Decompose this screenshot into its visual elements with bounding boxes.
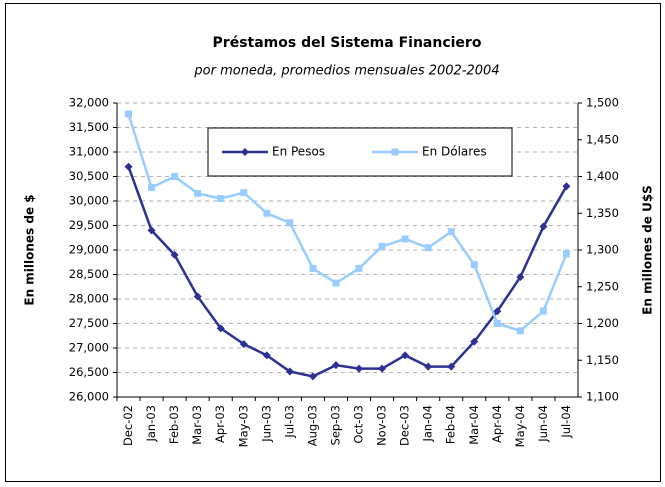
data-point bbox=[332, 279, 340, 287]
data-point bbox=[171, 173, 179, 180]
y-tick-label: 31,500 bbox=[69, 120, 109, 134]
data-point bbox=[378, 242, 386, 250]
y-axis-label: En millones de $ bbox=[23, 194, 37, 305]
y-tick-label: 26,000 bbox=[69, 390, 109, 404]
data-point bbox=[447, 362, 456, 371]
data-point bbox=[493, 307, 502, 316]
y-tick-label: 27,500 bbox=[69, 316, 109, 330]
legend-label: En Pesos bbox=[272, 145, 325, 159]
x-tick-label: Jun-04 bbox=[536, 405, 550, 443]
data-point bbox=[562, 182, 571, 191]
chart-border bbox=[5, 3, 661, 482]
x-tick-label: May-04 bbox=[513, 405, 527, 447]
data-point bbox=[262, 351, 271, 360]
data-point bbox=[148, 184, 156, 192]
data-point bbox=[516, 327, 524, 335]
data-point bbox=[217, 195, 225, 203]
data-point bbox=[194, 189, 202, 197]
x-tick-label: Jul-04 bbox=[559, 405, 573, 439]
x-tick-label: Mar-03 bbox=[190, 405, 204, 445]
y-tick-label: 32,000 bbox=[69, 96, 109, 110]
data-point bbox=[147, 226, 156, 235]
data-point bbox=[124, 162, 133, 171]
x-tick-label: Feb-03 bbox=[167, 405, 181, 444]
y-tick-label: 26,500 bbox=[69, 365, 109, 379]
data-point bbox=[470, 337, 479, 346]
data-point bbox=[378, 364, 387, 373]
y2-tick-label: 1,100 bbox=[586, 390, 619, 404]
data-point bbox=[239, 340, 248, 349]
y-tick-label: 29,000 bbox=[69, 243, 109, 257]
y-tick-label: 31,000 bbox=[69, 145, 109, 159]
data-point bbox=[355, 264, 363, 272]
data-point bbox=[240, 189, 248, 197]
x-tick-label: Jul-03 bbox=[282, 405, 296, 439]
data-point bbox=[170, 250, 179, 259]
data-point bbox=[285, 367, 294, 376]
data-point bbox=[493, 320, 501, 327]
data-point bbox=[308, 372, 317, 381]
y2-tick-label: 1,500 bbox=[586, 96, 619, 110]
y2-tick-label: 1,150 bbox=[586, 353, 619, 367]
chart-title: Préstamos del Sistema Financiero bbox=[213, 35, 482, 51]
data-point bbox=[424, 244, 432, 252]
data-point bbox=[562, 250, 570, 258]
x-tick-label: Dec-02 bbox=[121, 405, 135, 446]
data-point bbox=[424, 362, 433, 371]
series-line bbox=[127, 113, 568, 333]
data-point bbox=[447, 228, 455, 236]
y2-tick-label: 1,450 bbox=[586, 132, 619, 146]
y2-tick-label: 1,350 bbox=[586, 206, 619, 220]
x-tick-label: Aug-03 bbox=[305, 405, 319, 446]
x-tick-label: Jan-04 bbox=[421, 405, 435, 443]
data-point bbox=[539, 222, 548, 231]
data-point bbox=[309, 264, 317, 272]
x-tick-label: Jun-03 bbox=[259, 405, 273, 443]
y2-tick-label: 1,200 bbox=[586, 316, 619, 330]
data-point bbox=[401, 351, 410, 360]
data-point bbox=[286, 219, 294, 227]
data-point bbox=[193, 292, 202, 301]
y-tick-label: 30,500 bbox=[69, 169, 109, 183]
y2-tick-label: 1,400 bbox=[586, 169, 619, 183]
x-tick-label: Feb-04 bbox=[444, 405, 458, 444]
legend-label: En Dólares bbox=[422, 145, 487, 159]
data-point bbox=[539, 307, 547, 315]
data-point bbox=[125, 110, 133, 118]
x-tick-label: Dec-03 bbox=[398, 405, 412, 446]
x-tick-label: Apr-03 bbox=[213, 405, 227, 443]
x-tick-label: Apr-04 bbox=[490, 405, 504, 443]
x-tick-label: Sep-03 bbox=[328, 405, 342, 445]
x-tick-label: Oct-03 bbox=[352, 405, 366, 444]
x-tick-label: Mar-04 bbox=[467, 405, 481, 445]
x-tick-label: Jan-03 bbox=[144, 405, 158, 443]
x-tick-label: May-03 bbox=[236, 405, 250, 447]
y-tick-label: 27,000 bbox=[69, 341, 109, 355]
y2-axis-label: En millones de U$S bbox=[641, 185, 655, 315]
y2-tick-label: 1,250 bbox=[586, 279, 619, 293]
chart-subtitle: por moneda, promedios mensuales 2002-200… bbox=[193, 64, 499, 79]
y2-tick-label: 1,300 bbox=[586, 243, 619, 257]
y-tick-label: 28,500 bbox=[69, 267, 109, 281]
data-point bbox=[401, 235, 409, 243]
y-tick-label: 29,500 bbox=[69, 218, 109, 232]
legend-marker bbox=[241, 148, 249, 156]
legend: En Pesos En Dólares bbox=[207, 127, 513, 177]
data-point bbox=[470, 261, 478, 269]
y-tick-label: 30,000 bbox=[69, 194, 109, 208]
data-point bbox=[331, 361, 340, 370]
data-point bbox=[355, 364, 364, 373]
data-point bbox=[516, 272, 525, 281]
y-tick-label: 28,000 bbox=[69, 292, 109, 306]
data-point bbox=[263, 209, 271, 217]
x-tick-label: Nov-03 bbox=[375, 405, 389, 446]
legend-marker bbox=[391, 148, 399, 156]
data-point bbox=[216, 324, 225, 333]
